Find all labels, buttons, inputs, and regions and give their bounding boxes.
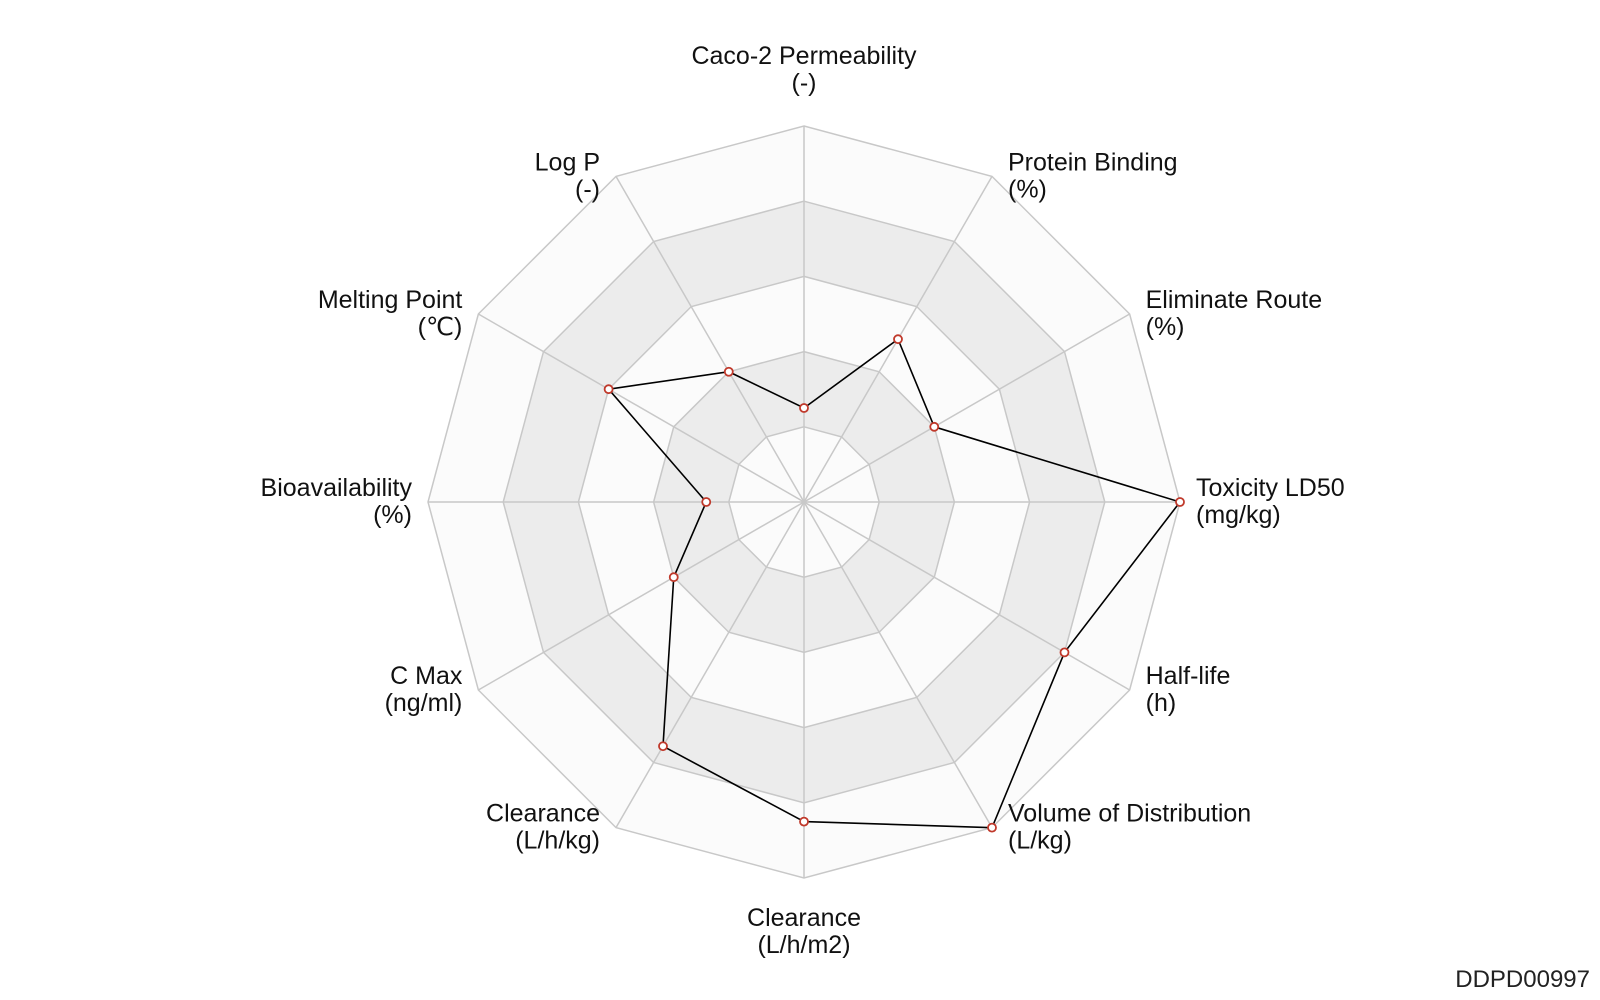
data-point-9 xyxy=(668,572,679,583)
data-point-3 xyxy=(929,421,940,432)
axis-unit-10: (%) xyxy=(373,501,412,529)
axis-label-11: Melting Point xyxy=(318,286,463,314)
axis-labels: Caco-2 Permeability(-)Protein Binding(%)… xyxy=(261,42,1345,959)
axis-label-10: Bioavailability xyxy=(261,474,413,502)
axis-unit-11: (℃) xyxy=(418,313,463,341)
axis-label-8: Clearance xyxy=(486,800,600,828)
axis-label-6: Volume of Distribution xyxy=(1008,800,1251,828)
axis-unit-6: (L/kg) xyxy=(1008,827,1072,855)
axis-label-12: Log P xyxy=(535,148,600,176)
radar-spoke-11 xyxy=(477,313,805,503)
radar-spoke-6 xyxy=(803,501,993,829)
radar-spoke-12 xyxy=(615,175,805,503)
axis-unit-9: (ng/ml) xyxy=(385,689,463,717)
record-id: DDPD00997 xyxy=(1455,966,1590,993)
axis-unit-1: (-) xyxy=(792,69,817,97)
axis-unit-7: (L/h/m2) xyxy=(757,931,850,959)
radar-series xyxy=(603,334,1185,833)
data-point-12 xyxy=(723,366,734,377)
data-point-6 xyxy=(987,822,997,833)
radar-spoke-9 xyxy=(477,501,805,691)
axis-label-4: Toxicity LD50 xyxy=(1196,474,1345,502)
radar-spoke-5 xyxy=(803,501,1131,691)
radar-spoke-8 xyxy=(615,501,805,829)
axis-unit-5: (h) xyxy=(1146,689,1177,717)
axis-unit-3: (%) xyxy=(1146,313,1185,341)
axis-unit-8: (L/h/kg) xyxy=(515,827,600,855)
data-point-7 xyxy=(799,816,809,827)
data-point-10 xyxy=(701,497,712,507)
axis-label-2: Protein Binding xyxy=(1008,148,1178,176)
axis-label-9: C Max xyxy=(390,662,463,690)
axis-label-3: Eliminate Route xyxy=(1146,286,1322,314)
axis-label-7: Clearance xyxy=(747,904,861,932)
data-point-4 xyxy=(1175,497,1185,507)
axis-label-1: Caco-2 Permeability xyxy=(691,42,917,70)
data-point-2 xyxy=(893,334,903,345)
data-point-1 xyxy=(799,403,809,413)
data-point-8 xyxy=(658,741,668,752)
radar-spokes xyxy=(428,126,1180,878)
axis-unit-2: (%) xyxy=(1008,175,1047,203)
axis-unit-4: (mg/kg) xyxy=(1196,501,1281,529)
axis-label-5: Half-life xyxy=(1146,662,1231,690)
radar-spoke-3 xyxy=(803,313,1131,503)
axis-unit-12: (-) xyxy=(575,175,600,203)
data-point-5 xyxy=(1059,647,1070,658)
data-point-11 xyxy=(603,384,614,395)
